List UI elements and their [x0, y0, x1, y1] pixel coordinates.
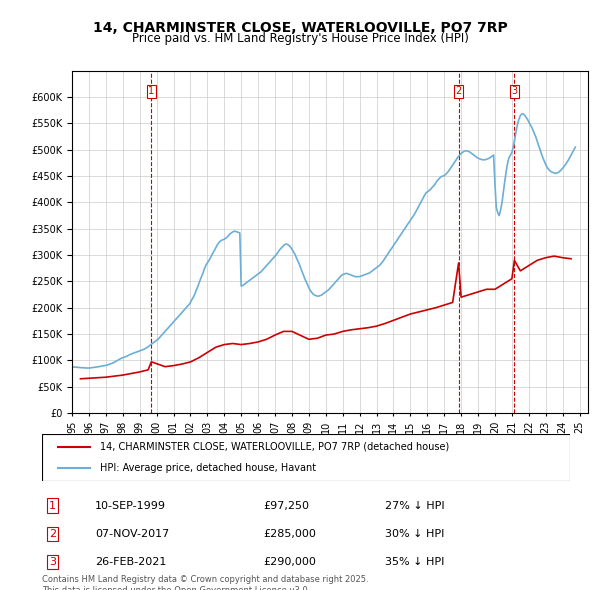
- Text: 35% ↓ HPI: 35% ↓ HPI: [385, 557, 445, 567]
- Text: 10-SEP-1999: 10-SEP-1999: [95, 500, 166, 510]
- Text: 30% ↓ HPI: 30% ↓ HPI: [385, 529, 445, 539]
- FancyBboxPatch shape: [42, 434, 570, 481]
- Text: Price paid vs. HM Land Registry's House Price Index (HPI): Price paid vs. HM Land Registry's House …: [131, 32, 469, 45]
- Text: 26-FEB-2021: 26-FEB-2021: [95, 557, 166, 567]
- Text: £290,000: £290,000: [264, 557, 317, 567]
- Text: 14, CHARMINSTER CLOSE, WATERLOOVILLE, PO7 7RP (detached house): 14, CHARMINSTER CLOSE, WATERLOOVILLE, PO…: [100, 442, 449, 452]
- Text: £285,000: £285,000: [264, 529, 317, 539]
- Text: 14, CHARMINSTER CLOSE, WATERLOOVILLE, PO7 7RP: 14, CHARMINSTER CLOSE, WATERLOOVILLE, PO…: [92, 21, 508, 35]
- Text: 07-NOV-2017: 07-NOV-2017: [95, 529, 169, 539]
- Text: 3: 3: [49, 557, 56, 567]
- Text: 1: 1: [49, 500, 56, 510]
- Text: 1: 1: [148, 86, 154, 96]
- Text: 2: 2: [455, 86, 462, 96]
- Text: 2: 2: [49, 529, 56, 539]
- Text: 3: 3: [511, 86, 517, 96]
- Text: £97,250: £97,250: [264, 500, 310, 510]
- Text: HPI: Average price, detached house, Havant: HPI: Average price, detached house, Hava…: [100, 463, 316, 473]
- Text: 27% ↓ HPI: 27% ↓ HPI: [385, 500, 445, 510]
- Text: Contains HM Land Registry data © Crown copyright and database right 2025.
This d: Contains HM Land Registry data © Crown c…: [42, 575, 368, 590]
